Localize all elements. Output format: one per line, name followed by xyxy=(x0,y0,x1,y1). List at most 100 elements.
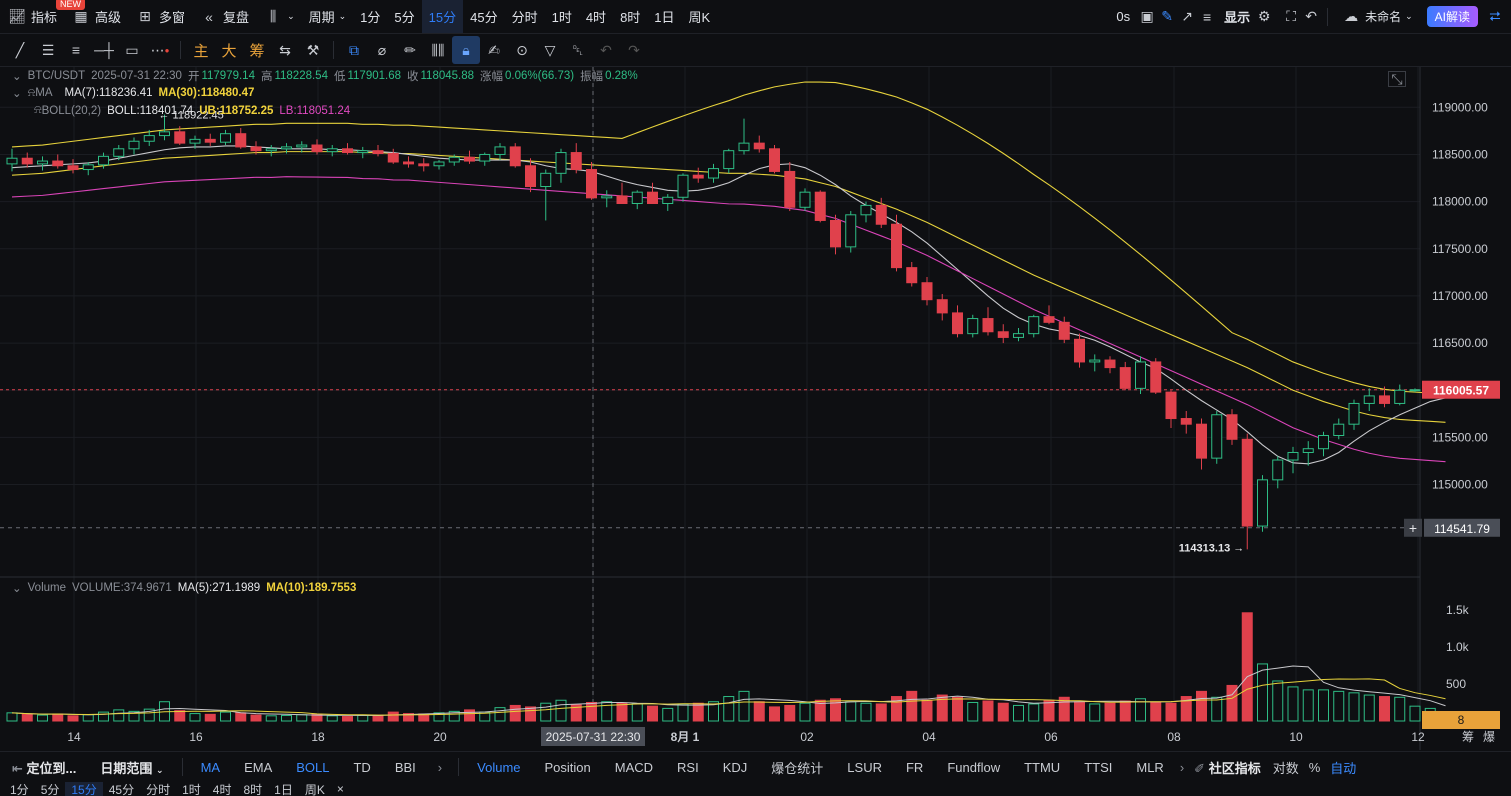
percent-scale-toggle[interactable]: % xyxy=(1308,759,1321,775)
quick-interval-5m[interactable]: 5分 xyxy=(40,782,60,796)
list-icon[interactable]: ≡ xyxy=(1202,8,1212,25)
locate-button[interactable]: ⇤ 定位到... xyxy=(0,758,88,777)
log-scale-toggle[interactable]: 对数 xyxy=(1272,760,1299,776)
edit-note-icon[interactable]: ✍ xyxy=(488,41,500,58)
quick-interval-8h[interactable]: 8时 xyxy=(243,782,263,796)
candle-body xyxy=(692,174,704,179)
interval-5m[interactable]: 5分 xyxy=(394,10,415,25)
sub-ind-kdj[interactable]: KDJ xyxy=(722,759,748,775)
trash-icon[interactable]: ␡ xyxy=(572,41,584,58)
lock-icon[interactable]: 🔒︎ xyxy=(452,36,480,64)
undo-icon[interactable]: ↶ xyxy=(1305,8,1317,24)
sub-ind-position[interactable]: Position xyxy=(544,759,591,775)
quick-interval-timeshare[interactable]: 分时 xyxy=(146,782,171,796)
convert-icon[interactable]: ⇆ xyxy=(279,41,291,58)
candle-body xyxy=(525,165,536,188)
horizontal-lines-icon[interactable]: ☰ xyxy=(41,41,55,58)
sub-ind-volume[interactable]: Volume xyxy=(477,759,521,775)
collapse-icon[interactable]: ⌄ xyxy=(12,88,22,100)
pen-icon[interactable]: ✎ xyxy=(1161,8,1173,24)
period-dropdown[interactable]: 周期 ⌄ xyxy=(302,0,354,33)
date-range-dropdown[interactable]: 日期范围 ⌄ xyxy=(88,758,175,777)
popout-icon[interactable]: ↗ xyxy=(1181,8,1193,24)
rectangle-icon[interactable]: ▭ xyxy=(125,41,139,58)
collapse-icon[interactable]: ⌄ xyxy=(12,583,22,595)
main-ind-td[interactable]: TD xyxy=(353,759,371,775)
auto-scale-toggle[interactable]: 自动 xyxy=(1330,760,1357,776)
chart-area[interactable]: 119000.00 118500.00 118000.00 117500.00 1170… xyxy=(0,67,1511,750)
bell-icon[interactable]: ⍾ xyxy=(27,86,36,99)
sub-ind-ttsi[interactable]: TTSI xyxy=(1084,759,1113,775)
interval-1d[interactable]: 1日 xyxy=(654,10,675,25)
interval-15m[interactable]: 15分 xyxy=(421,0,464,33)
display-button[interactable]: 显示 ⚙ xyxy=(1217,0,1281,33)
main-force-button[interactable]: 主 xyxy=(193,42,209,60)
chevron-right-icon[interactable]: › xyxy=(1179,759,1185,775)
candle-body xyxy=(311,144,323,153)
main-ind-ma[interactable]: MA xyxy=(200,759,221,775)
redo-icon[interactable]: ↷ xyxy=(628,41,640,58)
trend-line-icon[interactable]: ╱ xyxy=(15,41,25,58)
chart-type-button[interactable]: ⫼ ⌄ xyxy=(256,0,302,33)
horizontal-line-icon[interactable]: ─┼ xyxy=(94,42,114,58)
sub-ind-liquidations[interactable]: 爆仓统计 xyxy=(771,760,824,776)
main-ind-boll[interactable]: BOLL xyxy=(296,759,330,775)
community-indicators-button[interactable]: ✐ 社区指标 xyxy=(1188,758,1267,777)
ai-interpret-button[interactable]: AI解读 xyxy=(1420,0,1485,33)
indicators-button[interactable]: 📈︎ 指标 NEW xyxy=(0,0,85,33)
quick-interval-1d[interactable]: 1日 xyxy=(274,782,293,796)
time-tick-label: 06 xyxy=(1044,730,1058,744)
brush-icon[interactable]: ✏ xyxy=(404,41,416,58)
main-ind-ema[interactable]: EMA xyxy=(244,759,273,775)
chevron-right-icon[interactable]: › xyxy=(437,759,443,775)
shapes-icon[interactable]: ⧉ xyxy=(349,41,359,58)
interval-1h[interactable]: 1时 xyxy=(551,10,572,25)
bell-icon[interactable]: ⍾ xyxy=(34,104,42,116)
more-tools-icon[interactable]: ⋯ ● xyxy=(150,41,170,58)
undo-icon[interactable]: ↶ xyxy=(600,41,612,58)
sub-ind-macd[interactable]: MACD xyxy=(614,759,654,775)
sub-ind-rsi[interactable]: RSI xyxy=(677,759,699,775)
interval-1m[interactable]: 1分 xyxy=(360,10,381,25)
filter-icon[interactable]: ▽ xyxy=(544,41,556,58)
interval-4h[interactable]: 4时 xyxy=(585,10,607,25)
expand-chart-icon[interactable]: ⤡ xyxy=(1388,71,1406,87)
quick-interval-4h[interactable]: 4时 xyxy=(212,782,232,796)
magnet-icon[interactable]: ⊙ xyxy=(516,41,528,58)
quick-interval-1h[interactable]: 1时 xyxy=(182,782,201,796)
countdown-toggle[interactable]: 0s xyxy=(1116,9,1131,24)
sub-ind-ttmu[interactable]: TTMU xyxy=(1024,759,1061,775)
quick-interval-15m[interactable]: 15分 xyxy=(65,782,103,796)
collapse-icon[interactable]: ⌄ xyxy=(12,71,22,83)
candlestick-chart[interactable]: 119000.00 118500.00 118000.00 117500.00 1170… xyxy=(0,67,1511,750)
share-icon[interactable]: ⮂ xyxy=(1489,8,1501,24)
replay-button[interactable]: « 复盘 xyxy=(192,0,256,33)
quick-interval-1w[interactable]: 周K xyxy=(304,782,325,796)
time-tick-label: 02 xyxy=(800,730,814,744)
quick-interval-1m[interactable]: 1分 xyxy=(10,782,29,796)
camera-icon[interactable]: ▣ xyxy=(1140,8,1154,24)
fullscreen-icon[interactable]: ⛶ xyxy=(1286,8,1296,24)
sub-ind-mlr[interactable]: MLR xyxy=(1136,759,1164,775)
multi-window-button[interactable]: ⊞ 多窗 xyxy=(128,0,192,33)
ma7-value: MA(7):118236.41 xyxy=(64,87,153,99)
bars-pattern-icon[interactable]: ⫼⫼ xyxy=(431,41,445,58)
quick-interval-45m[interactable]: 45分 xyxy=(108,782,135,796)
big-orders-button[interactable]: 大 xyxy=(221,42,237,60)
interval-8h[interactable]: 8时 xyxy=(620,10,641,25)
volume-bar xyxy=(387,711,399,722)
sub-ind-fundflow[interactable]: Fundflow xyxy=(947,759,1001,775)
close-icon[interactable]: × xyxy=(336,782,344,796)
layout-dropdown[interactable]: ☁ 未命名 ⌄ xyxy=(1334,0,1420,33)
interval-timeshare[interactable]: 分时 xyxy=(511,10,538,25)
sub-ind-fr[interactable]: FR xyxy=(905,759,924,775)
ruler-icon[interactable]: ⌀ xyxy=(377,41,387,58)
sub-ind-lsur[interactable]: LSUR xyxy=(847,759,882,775)
tools-icon[interactable]: ⚒ xyxy=(306,41,320,58)
main-ind-bbi[interactable]: BBI xyxy=(394,759,416,775)
interval-1w[interactable]: 周K xyxy=(688,10,711,25)
advanced-button[interactable]: ▦ 高级 xyxy=(64,0,128,33)
interval-45m[interactable]: 45分 xyxy=(470,10,498,25)
parallel-channel-icon[interactable]: ≡ xyxy=(71,42,81,58)
chips-button[interactable]: 筹 xyxy=(249,42,265,60)
